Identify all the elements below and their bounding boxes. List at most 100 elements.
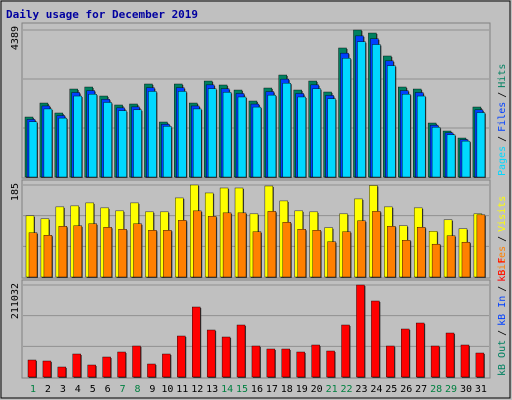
x-tick-label: 1	[30, 384, 36, 395]
legend-separator: /	[497, 286, 508, 292]
x-tick-label: 20	[311, 384, 323, 395]
bar	[148, 91, 157, 178]
bar	[43, 108, 53, 178]
bar	[207, 216, 217, 278]
bar	[402, 94, 411, 178]
bar	[357, 41, 366, 178]
legend-separator: /	[497, 92, 508, 98]
bar	[282, 222, 292, 278]
x-tick-label: 17	[266, 384, 278, 395]
bar	[206, 329, 216, 378]
bar	[266, 348, 276, 378]
bar	[43, 235, 53, 278]
bar	[222, 92, 232, 178]
side-legend: Pages / Files / Hits	[497, 64, 508, 176]
bar	[297, 96, 306, 178]
legend-separator: /	[497, 330, 508, 336]
x-tick-label: 9	[149, 384, 155, 395]
bar	[177, 335, 186, 378]
bar	[327, 241, 336, 278]
bar	[133, 109, 142, 178]
bar	[341, 324, 350, 378]
bar	[117, 351, 126, 378]
bar	[251, 345, 261, 378]
legend-entry: Hits	[497, 64, 508, 88]
bar	[236, 324, 246, 378]
bar	[252, 106, 262, 178]
bar	[221, 336, 231, 378]
legend-entry: kB In	[497, 296, 508, 326]
x-tick-label: 12	[191, 384, 203, 395]
x-tick-label: 24	[370, 384, 382, 395]
chart-title: Daily usage for December 2019	[6, 8, 198, 21]
bar	[296, 351, 305, 378]
bar	[312, 230, 321, 278]
bar	[88, 223, 97, 278]
legend-entry: Sites	[497, 246, 508, 276]
legend-entry: Visits	[497, 196, 508, 232]
bar	[475, 352, 485, 378]
x-tick-label: 8	[134, 384, 140, 395]
bar	[431, 127, 441, 178]
bar	[357, 220, 366, 278]
bar	[87, 364, 96, 378]
x-tick-label: 27	[415, 384, 427, 395]
bar	[252, 231, 262, 278]
x-tick-label: 13	[206, 384, 218, 395]
x-tick-label: 28	[430, 384, 442, 395]
legend-entry: kB F	[497, 258, 508, 282]
bar	[311, 344, 320, 378]
bar	[27, 359, 37, 378]
bar	[118, 110, 127, 178]
bar	[342, 231, 351, 278]
bar	[88, 94, 97, 178]
bar	[72, 353, 81, 378]
x-tick-label: 30	[460, 384, 472, 395]
bar	[193, 210, 202, 278]
x-tick-label: 10	[161, 384, 173, 395]
bar	[297, 229, 306, 278]
bar	[147, 363, 156, 378]
x-tick-label: 11	[176, 384, 188, 395]
bar	[193, 108, 202, 178]
x-tick-label: 29	[445, 384, 457, 395]
bar	[162, 353, 171, 378]
bar	[133, 223, 142, 278]
x-tick-label: 22	[341, 384, 353, 395]
x-tick-label: 7	[120, 384, 126, 395]
bar	[387, 226, 396, 278]
bar	[58, 117, 68, 178]
bar	[58, 226, 68, 278]
legend-entry: kB Out	[497, 340, 508, 376]
legend-separator: /	[497, 136, 508, 142]
bar	[326, 350, 335, 378]
bar	[372, 44, 381, 178]
bar	[415, 322, 425, 378]
bar	[402, 239, 411, 278]
bar	[178, 220, 187, 278]
bar	[207, 88, 217, 178]
bar	[148, 230, 157, 278]
side-legend: Sites / Visits	[497, 196, 508, 276]
legend-entry: Pages	[497, 146, 508, 176]
x-tick-label: 2	[45, 384, 51, 395]
side-legend: kB Out / kB In / kB F	[497, 258, 508, 376]
bar	[222, 212, 232, 278]
x-tick-label: 25	[385, 384, 397, 395]
bar	[103, 227, 112, 278]
bar	[118, 229, 127, 278]
bar	[267, 211, 277, 278]
bar	[281, 348, 291, 378]
bar	[132, 345, 141, 378]
x-tick-label: 19	[296, 384, 308, 395]
bar	[356, 284, 365, 378]
bar	[371, 300, 380, 378]
bar	[416, 95, 426, 178]
x-tick-label: 4	[75, 384, 81, 395]
bar	[163, 126, 172, 178]
x-tick-label: 14	[221, 384, 233, 395]
bar	[387, 65, 396, 178]
x-tick-label: 15	[236, 384, 248, 395]
bar	[237, 96, 247, 178]
bar	[42, 360, 52, 378]
